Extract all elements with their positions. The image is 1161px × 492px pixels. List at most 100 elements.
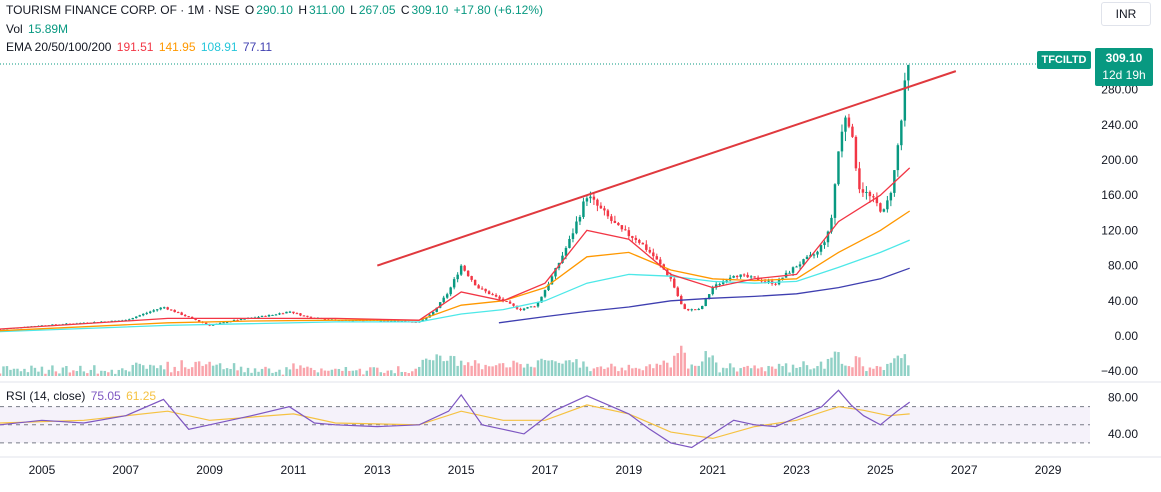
volume-bar: [12, 368, 16, 376]
candle-body: [903, 80, 907, 121]
volume-bar: [306, 366, 309, 376]
trendline[interactable]: [376, 70, 957, 267]
candle-body: [187, 316, 190, 318]
time-axis-label[interactable]: 2019: [615, 463, 642, 477]
time-axis-label[interactable]: 2021: [699, 463, 726, 477]
time-axis-label[interactable]: 2025: [867, 463, 894, 477]
candle-body: [162, 307, 166, 309]
time-axis-label[interactable]: 2005: [29, 463, 56, 477]
ema200-line: [498, 267, 910, 324]
volume-bar: [753, 365, 756, 376]
volume-bar: [197, 361, 201, 376]
volume-bar: [159, 365, 162, 376]
candle-body: [484, 288, 487, 292]
volume-bar: [844, 365, 847, 376]
volume-bar: [211, 365, 215, 376]
candle-body: [655, 256, 659, 260]
candle-body: [666, 269, 669, 276]
volume-bar: [714, 362, 718, 376]
candle-body: [477, 285, 480, 289]
volume-bar: [313, 370, 316, 376]
volume-bar: [337, 368, 341, 376]
time-axis-label[interactable]: 2017: [532, 463, 559, 477]
time-axis-label[interactable]: 2011: [281, 463, 307, 477]
volume-bar: [557, 362, 561, 376]
volume-bar: [79, 365, 82, 376]
volume-bar: [847, 366, 851, 376]
volume-bar: [536, 360, 540, 376]
volume-bar: [351, 370, 355, 376]
price-axis-label[interactable]: 0.00: [1115, 329, 1139, 343]
time-axis-label[interactable]: 2027: [951, 463, 978, 477]
volume-bar: [180, 360, 183, 376]
price-axis-label[interactable]: 200.00: [1101, 153, 1138, 167]
candle-body: [442, 297, 445, 303]
time-axis-label[interactable]: 2009: [196, 463, 223, 477]
volume-bar: [596, 367, 599, 376]
candle-body: [176, 312, 180, 314]
time-axis-label[interactable]: 2007: [112, 463, 139, 477]
candle-body: [676, 287, 679, 296]
time-axis-label[interactable]: 2029: [1035, 463, 1062, 477]
volume-bar: [330, 369, 334, 376]
price-axis-label[interactable]: 120.00: [1101, 223, 1138, 237]
price-axis-label[interactable]: 280.00: [1101, 83, 1138, 97]
volume-bar: [742, 366, 746, 376]
volume-bar: [239, 366, 243, 376]
price-axis-label[interactable]: 40.00: [1108, 294, 1138, 308]
volume-bar: [812, 368, 816, 376]
volume-bar: [599, 366, 603, 376]
symbol-title[interactable]: TOURISM FINANCE CORP. OF · 1M · NSE: [6, 3, 240, 17]
candle-body: [51, 324, 54, 326]
rsi-axis-label[interactable]: 40.00: [1108, 427, 1138, 441]
candle-body: [900, 120, 903, 146]
volume-bar: [882, 370, 886, 376]
ema-label: EMA 20/50/100/200: [6, 40, 112, 54]
candle-body: [711, 287, 714, 295]
volume-bar: [58, 373, 61, 376]
volume-bar: [641, 370, 645, 376]
volume-bar: [431, 360, 435, 376]
candle-body: [578, 217, 582, 222]
ema200-value: 77.11: [242, 40, 273, 54]
candle-body: [243, 318, 246, 320]
price-axis-label[interactable]: 80.00: [1108, 259, 1138, 273]
volume-bar: [372, 367, 376, 376]
rsi-label: RSI (14, close): [6, 389, 86, 403]
close-label: C: [400, 3, 410, 17]
volume-bar: [589, 371, 592, 376]
volume-bar: [75, 371, 79, 376]
candle-body: [659, 259, 662, 265]
price-axis-label[interactable]: 240.00: [1101, 118, 1138, 132]
price-axis-label[interactable]: −40.00: [1101, 364, 1138, 378]
candle-body: [135, 316, 138, 319]
volume-bar: [117, 369, 121, 376]
candle-body: [536, 302, 540, 307]
rsi-legend[interactable]: RSI (14, close) 75.05 61.25: [6, 389, 158, 403]
time-axis-label[interactable]: 2015: [448, 463, 475, 477]
volume-bar: [316, 372, 320, 376]
currency-button[interactable]: INR: [1101, 2, 1151, 26]
rsi-axis-label[interactable]: 80.00: [1108, 391, 1138, 405]
volume-bar: [362, 374, 365, 376]
volume-bar: [823, 368, 826, 376]
volume-bar: [606, 367, 610, 376]
high-label: H: [298, 3, 307, 17]
candle-body: [746, 274, 749, 278]
candle-body: [732, 275, 735, 278]
volume-legend[interactable]: Vol 15.89M: [6, 22, 70, 36]
volume-bar: [617, 371, 620, 376]
time-axis-label[interactable]: 2013: [364, 463, 391, 477]
candle-body: [767, 280, 770, 282]
volume-bar: [655, 363, 659, 376]
candle-body: [854, 136, 858, 169]
volume-bar: [89, 369, 93, 376]
volume-bar: [267, 368, 271, 376]
ema-legend[interactable]: EMA 20/50/100/200 191.51 141.95 108.91 7…: [6, 40, 274, 54]
candle-body: [190, 316, 194, 319]
price-axis-label[interactable]: 160.00: [1101, 188, 1138, 202]
time-axis-label[interactable]: 2023: [783, 463, 810, 477]
volume-bar: [215, 364, 218, 376]
